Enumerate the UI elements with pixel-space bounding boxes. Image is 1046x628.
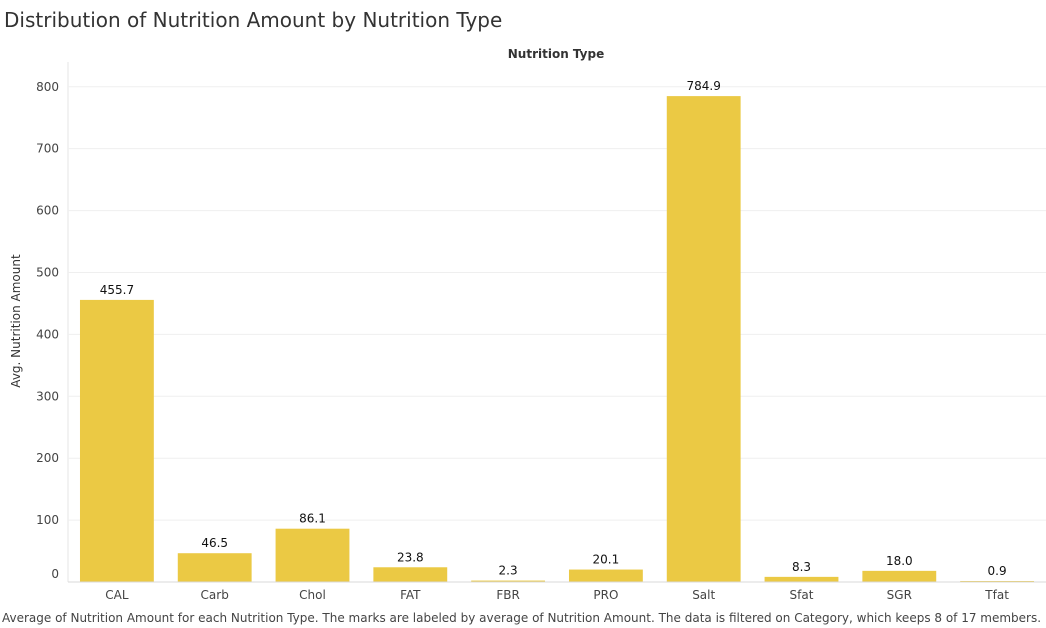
x-tick-label: FBR	[496, 588, 519, 602]
y-tick-label: 800	[36, 80, 59, 94]
bar-fat[interactable]	[373, 567, 448, 582]
bar-pro[interactable]	[568, 569, 643, 582]
data-label: 455.7	[100, 283, 134, 297]
bar-sgr[interactable]	[862, 570, 937, 582]
data-label: 86.1	[299, 512, 326, 526]
x-tick-label: Carb	[201, 588, 229, 602]
chart-caption: Average of Nutrition Amount for each Nut…	[2, 611, 1042, 625]
x-tick-label: SGR	[887, 588, 912, 602]
x-tick-label: Chol	[299, 588, 326, 602]
data-label: 23.8	[397, 550, 424, 564]
data-label: 20.1	[593, 553, 620, 567]
data-label: 2.3	[499, 564, 518, 578]
y-tick-label: 500	[36, 265, 59, 279]
x-tick-label: FAT	[400, 588, 421, 602]
y-tick-label: 700	[36, 142, 59, 156]
y-tick-label: 200	[36, 451, 59, 465]
chart-area: Nutrition Type 0 100 200 300 400 500 600 700 800…	[0, 40, 1046, 610]
chart-title: Distribution of Nutrition Amount by Nutr…	[4, 8, 503, 32]
x-tick-label: Sfat	[790, 588, 814, 602]
y-tick-label: 100	[36, 513, 59, 527]
grid-lines	[67, 62, 1046, 582]
x-tick-label: PRO	[593, 588, 618, 602]
bar-sfat[interactable]	[764, 576, 839, 582]
y-tick-label: 0	[51, 567, 59, 581]
data-label: 46.5	[201, 536, 228, 550]
bar-salt[interactable]	[666, 96, 741, 582]
data-label: 0.9	[988, 564, 1007, 578]
bar-fbr[interactable]	[471, 580, 546, 582]
bar-carb[interactable]	[177, 553, 252, 582]
x-axis: CAL Carb Chol FAT FBR PRO Salt Sfat SGR Tfat	[68, 581, 1046, 602]
y-tick-label: 300	[36, 389, 59, 403]
x-tick-label: CAL	[105, 588, 129, 602]
bar-chol[interactable]	[275, 528, 350, 582]
column-header: Nutrition Type	[508, 47, 604, 61]
y-tick-label: 600	[36, 204, 59, 218]
y-axis-title: Avg. Nutrition Amount	[9, 254, 23, 388]
data-label: 8.3	[792, 560, 811, 574]
data-label: 18.0	[886, 554, 913, 568]
bar-cal[interactable]	[79, 299, 154, 582]
y-axis: 0 100 200 300 400 500 600 700 800	[36, 80, 59, 581]
x-tick-label: Tfat	[984, 588, 1009, 602]
bar-chart: Nutrition Type 0 100 200 300 400 500 600 700 800…	[9, 47, 1046, 602]
y-tick-label: 400	[36, 327, 59, 341]
x-tick-label: Salt	[692, 588, 715, 602]
bars: 455.7 46.5 86.1 23.8 2.3 20.1 784.9 8.3 18.0 0.9	[79, 79, 1035, 582]
data-label: 784.9	[687, 79, 721, 93]
